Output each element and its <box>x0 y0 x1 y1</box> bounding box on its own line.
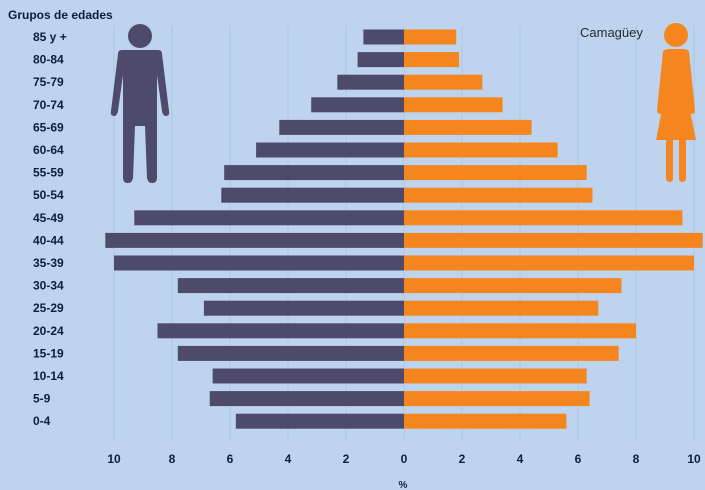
x-tick-label: 6 <box>575 452 582 466</box>
age-group-label: 70-74 <box>33 98 64 112</box>
categories-title: Grupos de edades <box>8 8 113 22</box>
age-group-label: 75-79 <box>33 75 64 89</box>
bar-male-85-y- <box>363 29 404 45</box>
male-figure-icon <box>110 24 170 183</box>
x-tick-label: 10 <box>107 452 121 466</box>
bar-male-75-79 <box>337 74 404 90</box>
bar-male-0-4 <box>235 413 404 429</box>
age-group-label: 45-49 <box>33 211 64 225</box>
bar-female-50-54 <box>404 187 593 203</box>
age-group-label: 40-44 <box>33 233 64 247</box>
bar-female-10-14 <box>404 368 587 384</box>
bar-male-30-34 <box>177 278 404 294</box>
x-tick-label: 10 <box>687 452 701 466</box>
bar-male-35-39 <box>114 255 404 271</box>
x-tick-label: 2 <box>343 452 350 466</box>
x-axis-title: % <box>399 480 408 490</box>
bar-female-60-64 <box>404 142 558 158</box>
x-tick-labels: 10 8 6 4 2 0 2 4 6 8 10 <box>107 452 701 466</box>
age-group-label: 25-29 <box>33 301 64 315</box>
bar-male-65-69 <box>279 119 404 135</box>
bar-male-10-14 <box>212 368 404 384</box>
age-group-label: 15-19 <box>33 346 64 360</box>
bar-male-20-24 <box>157 323 404 339</box>
bar-male-5-9 <box>209 391 404 407</box>
bar-female-75-79 <box>404 74 483 90</box>
bar-female-55-59 <box>404 165 587 181</box>
x-tick-label: 8 <box>633 452 640 466</box>
bar-female-35-39 <box>404 255 694 271</box>
bar-male-80-84 <box>357 52 404 68</box>
bar-female-85-y- <box>404 29 457 45</box>
bar-male-40-44 <box>105 232 405 248</box>
x-tick-label: 4 <box>517 452 524 466</box>
age-group-label: 10-14 <box>33 369 64 383</box>
bar-female-40-44 <box>404 232 703 248</box>
bar-male-45-49 <box>134 210 405 226</box>
age-group-label: 35-39 <box>33 256 64 270</box>
bar-female-45-49 <box>404 210 683 226</box>
bar-female-25-29 <box>404 300 599 316</box>
age-group-label: 5-9 <box>33 392 51 406</box>
female-figure-icon <box>656 23 696 182</box>
age-group-label: 80-84 <box>33 53 64 67</box>
bar-female-70-74 <box>404 97 503 113</box>
age-group-label: 65-69 <box>33 120 64 134</box>
bar-female-0-4 <box>404 413 567 429</box>
age-group-label: 60-64 <box>33 143 64 157</box>
bar-female-80-84 <box>404 52 460 68</box>
x-tick-label: 0 <box>401 452 408 466</box>
age-group-label: 55-59 <box>33 166 64 180</box>
age-group-label: 50-54 <box>33 188 64 202</box>
region-label: Camagüey <box>580 25 643 40</box>
age-labels: 85 y + 80-84 75-79 70-74 65-69 60-64 55-59 50-5… <box>33 30 67 428</box>
bar-male-55-59 <box>224 165 404 181</box>
bars-group <box>105 29 703 429</box>
bar-female-20-24 <box>404 323 636 339</box>
bar-male-60-64 <box>256 142 404 158</box>
bar-male-25-29 <box>203 300 404 316</box>
bar-female-15-19 <box>404 345 619 361</box>
bar-female-30-34 <box>404 278 622 294</box>
bar-male-70-74 <box>311 97 404 113</box>
age-group-label: 85 y + <box>33 30 67 44</box>
x-tick-label: 6 <box>227 452 234 466</box>
x-tick-label: 2 <box>459 452 466 466</box>
x-tick-label: 4 <box>285 452 292 466</box>
bar-female-65-69 <box>404 119 532 135</box>
bar-female-5-9 <box>404 391 590 407</box>
age-group-label: 0-4 <box>33 414 51 428</box>
bar-male-15-19 <box>177 345 404 361</box>
age-group-label: 20-24 <box>33 324 64 338</box>
bar-male-50-54 <box>221 187 404 203</box>
x-tick-label: 8 <box>169 452 176 466</box>
age-group-label: 30-34 <box>33 279 64 293</box>
